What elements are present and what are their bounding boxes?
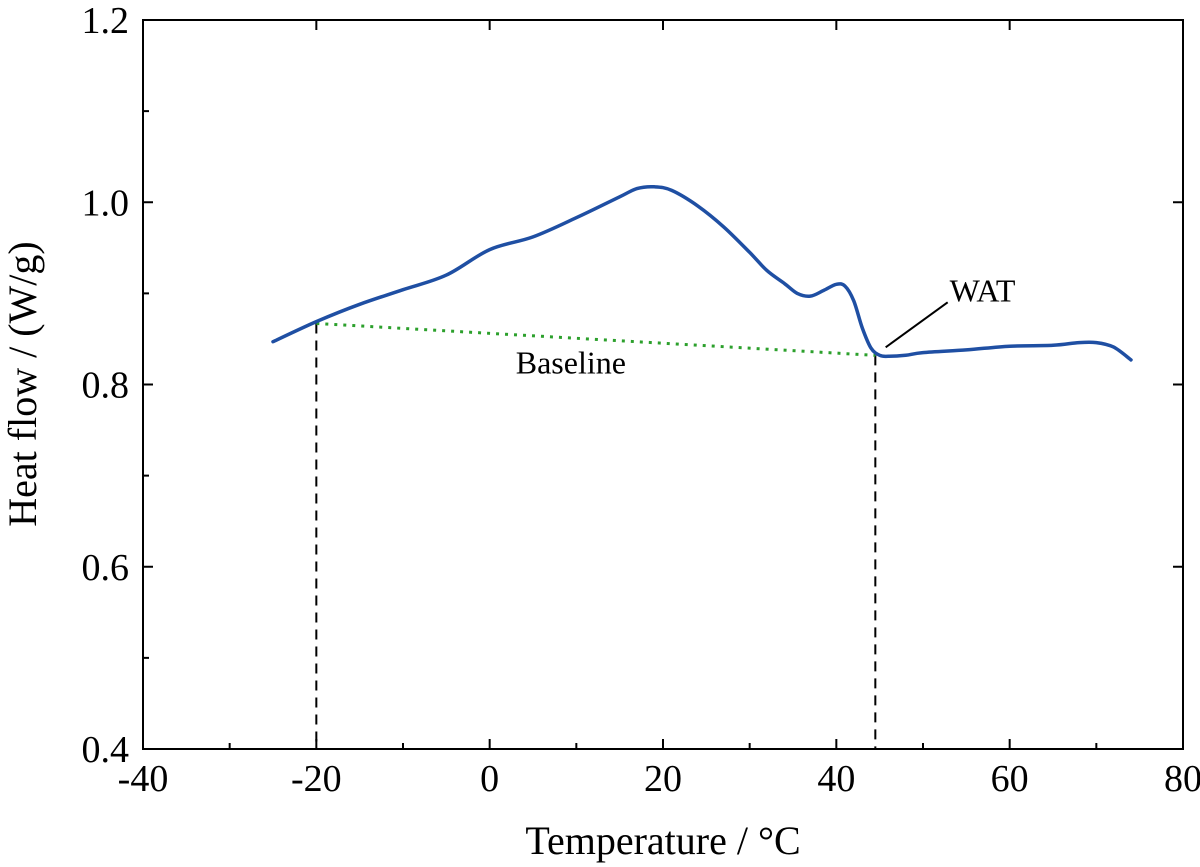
y-tick-label: 1.2: [82, 0, 130, 42]
y-tick-label: 0.6: [82, 547, 130, 589]
x-tick-label: 20: [644, 758, 682, 800]
baseline-label: Baseline: [516, 344, 626, 380]
x-axis-title: Temperature / °C: [525, 818, 800, 863]
x-tick-label: 80: [1164, 758, 1200, 800]
tick-labels: -40 -20 0 20 40 60 80 0.4 0.6 0.8 1.0 1.2: [82, 0, 1200, 800]
plot-frame: [142, 19, 1184, 750]
x-tick-label: 0: [480, 758, 499, 800]
reference-lines: [315, 323, 877, 749]
x-tick-label: -40: [118, 758, 169, 800]
y-tick-label: 1.0: [82, 182, 130, 224]
wat-annotation-leader: [885, 301, 949, 349]
axis-ticks: [142, 19, 1184, 750]
y-axis-title: Heat flow / (W/g): [0, 241, 45, 526]
x-tick-label: -20: [291, 758, 342, 800]
x-tick-label: 40: [817, 758, 855, 800]
wat-annotation-label: WAT: [950, 272, 1016, 308]
heat-flow-series-line: [271, 184, 1133, 362]
x-tick-label: 60: [991, 758, 1029, 800]
y-tick-label: 0.8: [82, 365, 130, 407]
y-tick-label: 0.4: [82, 729, 130, 771]
baseline-line: [316, 321, 876, 357]
